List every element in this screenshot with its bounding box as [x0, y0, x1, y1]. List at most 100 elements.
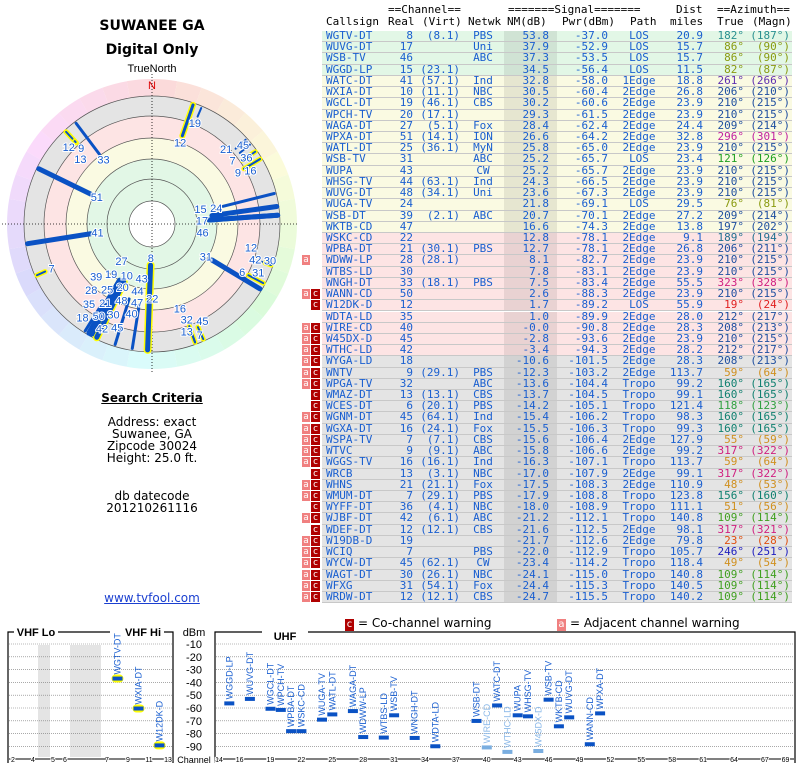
distance: 24.4 [676, 118, 704, 132]
table-row[interactable]: WSKC-CD 22 12.8 -78.1 2Edge 9.1 189° (194°) [322, 232, 792, 245]
callsign: WYCW-DT [326, 556, 373, 570]
table-row[interactable]: WRCB 13 (3.1) NBC -17.0 -107.9 2Edge 99.1 317° (3… [322, 466, 792, 480]
station-callsign-label: WXIA-DT [134, 666, 144, 704]
network: CBS [473, 388, 493, 402]
warning-flags [300, 312, 320, 322]
table-row[interactable]: WGGS-TV 16 (16.1) Ind -16.3 -107.1 Tropo 113.7 5… [322, 455, 792, 469]
table-row[interactable]: WPGA-TV 32 ABC -13.6 -104.4 Tropo 99.2 160° (165… [322, 378, 792, 391]
azimuth-true: 317° [717, 522, 745, 536]
noise-margin-column-shade [504, 401, 557, 412]
table-row[interactable]: WDWW-LP 28 (28.1) 8.1 -82.7 2Edge 23.9 210° (215… [322, 253, 792, 267]
table-row[interactable]: WANN-CD 50 2.6 -88.3 2Edge 23.9 210° (215°) [322, 287, 792, 301]
channel-virtual: (29.1) [420, 489, 460, 503]
table-row[interactable]: WIRE-CD 40 -0.0 -90.8 2Edge 28.3 208° (213°) [322, 322, 792, 334]
table-row[interactable]: WATL-DT 25 (36.1) MyN 25.8 -65.0 2Edge 23.9 210°… [322, 141, 792, 155]
table-row[interactable]: WDEF-DT 12 (12.1) CBS -21.6 -112.5 2Edge 98.1 31… [322, 522, 792, 536]
table-row[interactable]: WPXA-DT 51 (14.1) ION 26.6 -64.2 2Edge 32.8 296°… [322, 129, 792, 144]
network: Fox [473, 578, 493, 592]
adjacent-warning-badge: a [302, 446, 310, 457]
noise-margin: -14.2 [515, 399, 549, 413]
table-row[interactable]: WTBS-LD 30 7.8 -83.1 2Edge 23.9 210° (215°) [322, 266, 792, 278]
noise-margin: -21.7 [515, 533, 549, 547]
vhf-hi-label: VHF Hi [125, 627, 161, 639]
adjacent-warning-badge: a [302, 513, 310, 524]
table-row[interactable]: WJBF-DT 42 (6.1) ABC -21.2 -112.1 Tropo 140.8 10… [322, 512, 792, 525]
callsign: WDTA-LD [326, 309, 373, 323]
table-row[interactable]: WHSG-TV 44 (63.1) Ind 24.3 -66.5 2Edge 23.9 210°… [322, 176, 792, 189]
co-channel-warning-badge: c [311, 491, 320, 502]
station-signal-bar [327, 712, 338, 717]
azimuth-magnetic: (215°) [750, 287, 790, 301]
power: -64.2 [574, 129, 608, 143]
station-callsign-label: WAGA-DT [348, 664, 358, 707]
table-row[interactable]: WGXA-DT 16 (24.1) Fox -15.5 -106.3 Tropo 99.3 16… [322, 423, 792, 435]
channel-virtual: (36.1) [420, 141, 460, 155]
table-row[interactable]: WFXG 31 (54.1) Fox -24.4 -115.3 Tropo 140.5 109°… [322, 578, 792, 592]
table-row[interactable]: W45DX-D 45 -2.8 -93.6 2Edge 23.9 210° (215°) [322, 333, 792, 346]
power: -83.4 [574, 275, 608, 289]
table-row[interactable]: WPCH-TV 20 (17.1) 29.3 -61.5 2Edge 23.9 210° (21… [322, 109, 792, 121]
dbm-tick-label: -50 [186, 690, 202, 702]
table-row[interactable]: WATC-DT 41 (57.1) Ind 32.8 -58.0 1Edge 18.8 261°… [322, 75, 792, 88]
station-signal-bar [358, 735, 369, 740]
table-row[interactable]: WTVC 9 (9.1) ABC -15.8 -106.6 2Edge 99.2 317° (32… [322, 444, 792, 458]
path: 2Edge [622, 275, 656, 289]
table-row[interactable]: WCIQ 7 PBS -22.0 -112.9 Tropo 105.7 246° (251°) [322, 545, 792, 559]
table-row[interactable]: WAGT-DT 30 (26.1) NBC -24.1 -115.0 Tropo 140.8 1… [322, 569, 792, 581]
table-row[interactable]: WUVG-DT 17 Uni 37.9 -52.9 LOS 15.7 86° (90°) [322, 40, 792, 54]
table-row[interactable]: WYGA-LD 18 -10.6 -101.5 2Edge 28.3 208° (213°) [322, 355, 792, 368]
channel-tick-label: 37 [452, 757, 460, 764]
path: 2Edge [622, 466, 656, 480]
table-row[interactable]: WAGA-DT 27 (5.1) Fox 28.4 -62.4 2Edge 24.4 209° (… [322, 118, 792, 132]
channel-virtual: (28.1) [420, 253, 460, 267]
table-row[interactable]: WKTB-CD 47 16.6 -74.3 2Edge 13.8 197° (202°) [322, 221, 792, 233]
table-row[interactable]: WMUM-DT 7 (29.1) PBS -17.9 -108.8 Tropo 123.8 15… [322, 489, 792, 503]
table-row[interactable]: WRDW-DT 12 (12.1) CBS -24.7 -115.5 Tropo 140.2 1… [322, 591, 792, 604]
table-row[interactable]: WSPA-TV 7 (7.1) CBS -15.6 -106.4 2Edge 127.9 55°… [322, 434, 792, 447]
table-row[interactable]: WUVG-DT 48 (34.1) Uni 23.6 -67.3 2Edge 23.9 210°… [322, 187, 792, 200]
table-row[interactable]: WUPA 43 CW 25.2 -65.7 2Edge 23.9 210° (215°) [322, 165, 792, 177]
table-row[interactable]: WGNM-DT 45 (64.1) Ind -15.4 -106.2 Tropo 98.3 16… [322, 411, 792, 424]
table-row[interactable]: W12DK-D 12 1.7 -89.2 LOS 55.9 19° (24°) [322, 299, 792, 312]
table-row[interactable]: WDTA-LD 35 1.0 -89.9 2Edge 28.0 212° (217°) [322, 309, 792, 323]
db-datecode-label: db datecode [114, 489, 190, 503]
table-row[interactable]: WNTV 9 (29.1) PBS -12.3 -103.2 2Edge 113.7 59° (6… [322, 367, 792, 379]
table-row[interactable]: WCES-DT 6 (20.1) PBS -14.2 -105.1 Tropo 121.4 11… [322, 399, 792, 413]
table-row[interactable]: WYFF-DT 36 (4.1) NBC -18.0 -108.9 Tropo 111.1 51… [322, 501, 792, 514]
azimuth-magnetic: (64°) [756, 455, 790, 469]
distance: 99.2 [676, 444, 704, 458]
table-row[interactable]: WGCL-DT 19 (46.1) CBS 30.2 -60.6 2Edge 23.9 210°… [322, 97, 792, 110]
table-row[interactable]: WNGH-DT 33 (18.1) PBS 7.5 -83.4 2Edge 55.5 323° (… [322, 275, 792, 290]
table-row[interactable]: WTHC-LD 42 -3.4 -94.3 2Edge 28.2 212° (217°) [322, 344, 792, 357]
table-row[interactable]: WHNS 21 (21.1) Fox -17.5 -108.3 2Edge 110.9 48° (… [322, 479, 792, 492]
table-row[interactable]: WMAZ-DT 13 (13.1) CBS -13.7 -104.5 Tropo 99.1 16… [322, 388, 792, 402]
table-row[interactable]: WGGD-LP 15 (23.1) 34.5 -56.4 LOS 11.5 82° (87°) [322, 64, 792, 76]
table-row[interactable]: WSB-TV 46 ABC 37.3 -53.5 LOS 15.7 86° (90°) [322, 51, 792, 65]
tvfool-link[interactable]: www.tvfool.com [104, 591, 200, 605]
distance: 29.5 [676, 197, 704, 211]
channel-real: 17 [399, 40, 413, 54]
azimuth-true: 317° [717, 444, 745, 458]
path: Tropo [622, 399, 656, 413]
table-row[interactable]: WSB-DT 39 (2.1) ABC 20.7 -70.1 2Edge 27.2 209° (2… [322, 210, 792, 222]
header-channel-group: ==Channel== [388, 3, 461, 16]
table-row[interactable]: WYCW-DT 45 (62.1) CW -23.4 -114.2 Tropo 118.4 49… [322, 556, 792, 570]
warning-flags [300, 154, 320, 164]
channel-real: 7 [406, 545, 413, 559]
noise-margin: -22.0 [515, 545, 549, 559]
network: PBS [473, 242, 493, 256]
table-row[interactable]: WSB-TV 31 ABC 25.2 -65.7 LOS 23.4 121° (126°) [322, 153, 792, 166]
table-row[interactable]: WPBA-DT 21 (30.1) PBS 12.7 -78.1 2Edge 26.8 206°… [322, 242, 792, 256]
table-row[interactable]: WXIA-DT 10 (11.1) NBC 30.5 -60.4 2Edge 26.8 206°… [322, 86, 792, 99]
table-row[interactable]: W19DB-D 19 -21.7 -112.6 2Edge 79.8 23° (28°) [322, 533, 792, 548]
power: -88.3 [574, 287, 608, 301]
station-signal-bar [347, 709, 358, 714]
dbm-tick-label: -60 [186, 703, 202, 715]
table-row[interactable]: WGTV-DT 8 (8.1) PBS 53.8 -37.0 LOS 20.9 182° (187… [322, 30, 792, 43]
column-header: NM(dB) [507, 15, 547, 28]
path: Tropo [622, 545, 656, 559]
callsign: WSB-TV [326, 51, 366, 65]
table-row[interactable]: WUGA-TV 24 21.8 -69.1 LOS 29.5 76° (81°) [322, 197, 792, 211]
channel-tick-label: 22 [298, 757, 306, 764]
